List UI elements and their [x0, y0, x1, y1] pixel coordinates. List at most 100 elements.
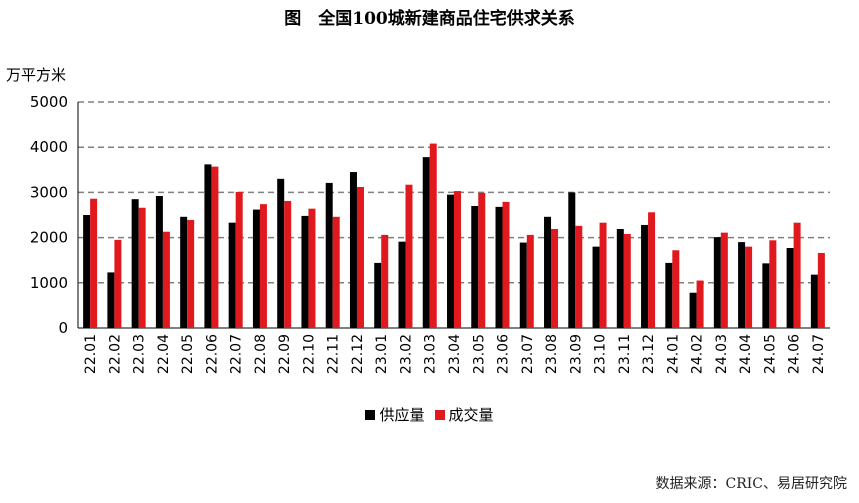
bar-supply [349, 172, 357, 328]
y-tick-label: 3000 [30, 183, 68, 201]
legend-item-deal: 成交量 [434, 404, 494, 425]
bar-supply [641, 224, 649, 328]
bar-deal [235, 191, 243, 328]
bar-supply [422, 157, 430, 328]
x-tick-label: 24.05 [762, 334, 778, 374]
x-tick-label: 22.06 [204, 334, 220, 374]
legend-swatch-deal [434, 409, 445, 420]
bar-deal [454, 191, 461, 328]
x-tick-label: 23.12 [641, 334, 657, 374]
bar-supply [398, 241, 406, 328]
bar-deal [648, 212, 656, 328]
bar-supply [810, 274, 818, 328]
bar-supply [762, 263, 770, 328]
x-tick-label: 22.02 [107, 334, 123, 374]
bar-deal [720, 232, 728, 328]
bar-supply [616, 229, 624, 328]
y-tick-label: 5000 [30, 93, 68, 111]
x-tick-label: 23.01 [374, 334, 390, 374]
bar-deal [332, 216, 340, 328]
legend-label-supply: 供应量 [379, 406, 425, 424]
bar-deal [381, 234, 389, 328]
y-tick-label: 2000 [30, 229, 68, 247]
bar-deal [575, 225, 583, 328]
x-tick-label: 22.12 [350, 334, 366, 374]
bar-deal [259, 204, 267, 328]
x-tick-label: 24.06 [787, 334, 803, 374]
bar-supply [447, 194, 454, 328]
bar-deal [551, 229, 559, 328]
x-tick-label: 23.09 [568, 334, 584, 374]
chart-legend: 供应量 成交量 [0, 404, 859, 425]
bar-supply [495, 206, 503, 328]
x-tick-label: 24.03 [714, 334, 730, 374]
y-axis-unit-label: 万平方米 [6, 66, 67, 84]
bar-supply [471, 205, 479, 328]
bar-deal [793, 222, 801, 328]
bar-supply [83, 215, 91, 328]
bar-deal [599, 222, 607, 328]
bar-deal [284, 200, 292, 328]
legend-swatch-supply [365, 409, 376, 420]
bar-supply [107, 272, 115, 328]
y-tick-label: 4000 [30, 138, 68, 156]
x-tick-label: 22.03 [132, 334, 148, 374]
x-tick-label: 22.09 [277, 334, 293, 374]
bar-supply [155, 196, 163, 328]
bar-deal [211, 166, 219, 328]
bar-deal [162, 231, 170, 328]
bar-supply [204, 164, 212, 328]
bar-supply [374, 262, 382, 328]
x-tick-label: 24.01 [665, 334, 681, 374]
bar-deal [769, 240, 777, 328]
bar-supply [665, 262, 673, 328]
bar-deal [405, 184, 413, 328]
x-tick-label: 22.11 [326, 334, 342, 374]
bar-deal [114, 239, 122, 328]
x-tick-label: 24.02 [690, 334, 706, 374]
chart-title: 图 全国100城新建商品住宅供求关系 [284, 9, 575, 29]
x-tick-label: 23.07 [520, 334, 536, 374]
bar-supply [713, 237, 721, 328]
x-tick-label: 23.08 [544, 334, 560, 374]
bar-supply [786, 247, 794, 328]
x-tick-label: 22.01 [83, 334, 99, 374]
x-tick-label: 23.03 [423, 334, 439, 374]
bar-supply [131, 199, 139, 328]
x-tick-label: 23.10 [593, 334, 609, 374]
bar-deal [623, 233, 631, 328]
bar-deal [478, 192, 486, 328]
bar-deal [672, 250, 680, 328]
bar-deal [187, 219, 195, 328]
bar-deal [745, 246, 753, 328]
x-tick-label: 22.10 [301, 334, 317, 374]
bar-supply [738, 242, 746, 328]
bar-deal [526, 234, 534, 328]
x-tick-label: 24.04 [738, 334, 754, 374]
x-tick-label: 23.05 [471, 334, 487, 374]
bar-deal [356, 186, 364, 328]
y-tick-label: 0 [58, 319, 68, 337]
bar-deal [138, 207, 146, 328]
bar-deal [502, 201, 510, 328]
bar-supply [301, 215, 309, 328]
bar-supply [544, 216, 552, 328]
bar-deal [90, 198, 98, 328]
bar-chart: 0 1000 2000 3000 4000 5000 22.01 22.02 22.03 22.0… [30, 93, 830, 374]
x-tick-label: 22.08 [253, 334, 269, 374]
legend-label-deal: 成交量 [448, 406, 494, 424]
bar-supply [568, 192, 576, 328]
bar-supply [592, 246, 600, 328]
x-tick-label: 22.04 [156, 334, 172, 374]
x-tick-label: 22.05 [180, 334, 196, 374]
bar-supply [277, 178, 285, 328]
bar-supply [689, 292, 697, 328]
x-tick-label: 24.07 [811, 334, 827, 374]
bar-supply [519, 242, 527, 328]
bar-supply [252, 209, 260, 328]
x-tick-label: 23.02 [398, 334, 414, 374]
bar-supply [325, 182, 333, 328]
bar-supply [228, 222, 236, 328]
y-tick-label: 1000 [30, 274, 68, 292]
x-tick-label: 23.11 [617, 334, 633, 374]
